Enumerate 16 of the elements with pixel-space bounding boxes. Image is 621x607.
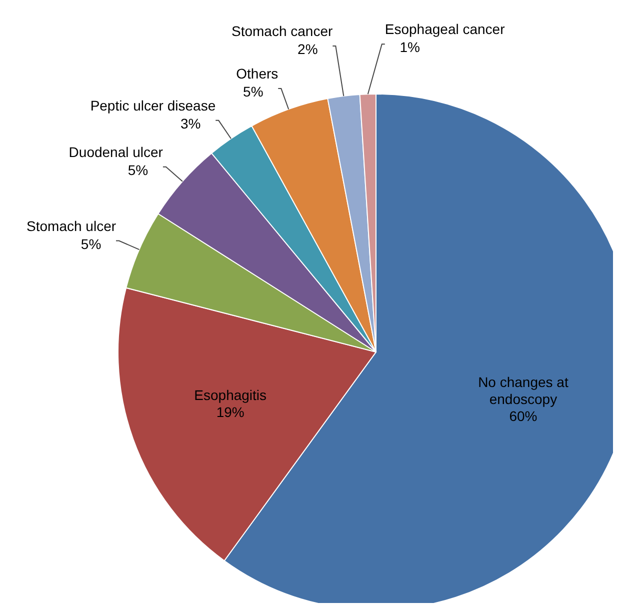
slice-label: Esophageal cancer <box>384 21 506 38</box>
data-label: 5% <box>80 236 102 252</box>
data-label: 5% <box>243 84 264 100</box>
slice-label: Duodenal ulcer <box>68 144 164 160</box>
slice-label: Stomach ulcer <box>26 218 116 234</box>
slice-label: Others <box>236 66 278 82</box>
slice-label: Esophagitis <box>194 386 267 403</box>
data-label: 2% <box>298 41 318 58</box>
slice-label: No changes at endoscopy <box>478 374 568 407</box>
data-label: 1% <box>400 39 420 56</box>
data-label: 5% <box>128 162 148 178</box>
slice-label: Stomach cancer <box>231 23 333 40</box>
data-label: 60% <box>509 408 538 424</box>
data-label: 3% <box>180 115 201 132</box>
data-label: 19% <box>216 404 244 420</box>
slice-label: Peptic ulcer disease <box>90 97 216 114</box>
